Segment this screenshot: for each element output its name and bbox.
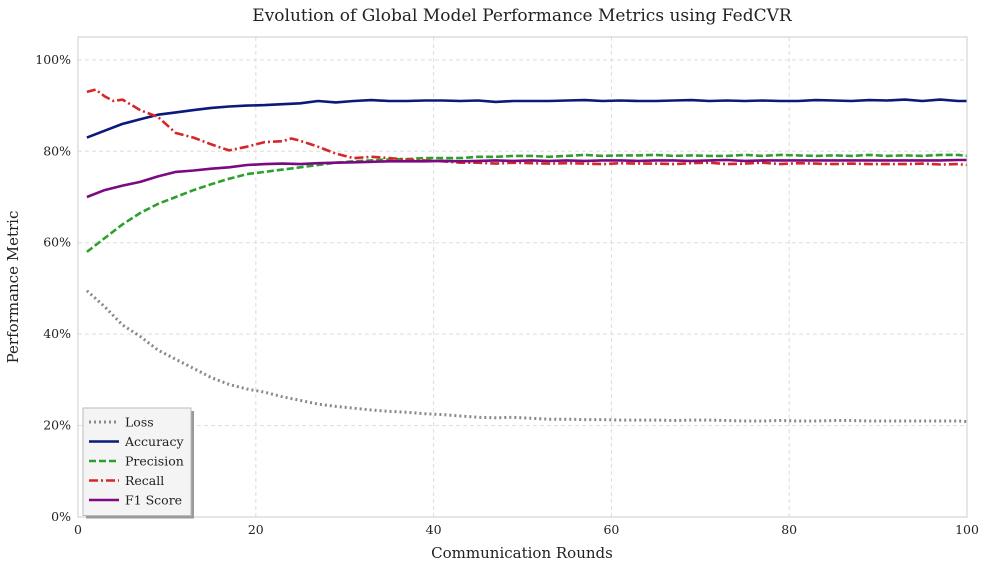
series-line-accuracy <box>86 98 967 139</box>
y-tick-label: 80% <box>43 143 71 158</box>
y-tick-label: 100% <box>35 52 71 67</box>
x-axis-title: Communication Rounds <box>431 544 613 562</box>
x-tick-label: 100 <box>955 522 979 537</box>
y-tick-label: 60% <box>43 235 71 250</box>
series-line-loss <box>85 289 968 423</box>
series-line-f1-score <box>86 158 967 199</box>
legend: Loss Accuracy Precision Recall F1 Score <box>82 407 194 519</box>
x-tick-label: 60 <box>603 522 619 537</box>
x-tick-label: 80 <box>781 522 797 537</box>
legend-label: Recall <box>125 473 164 488</box>
y-tick-label: 20% <box>43 418 71 433</box>
series-line-recall <box>86 88 968 167</box>
x-tick-label: 40 <box>426 522 442 537</box>
plot-frame <box>77 36 968 518</box>
chart-title: Evolution of Global Model Performance Me… <box>252 6 793 26</box>
series-group <box>85 88 968 423</box>
x-tick-label: 20 <box>248 522 264 537</box>
legend-label: Precision <box>125 454 184 469</box>
legend-label: F1 Score <box>125 493 182 508</box>
y-tick-label: 0% <box>51 509 71 524</box>
y-axis-title: Performance Metric <box>4 211 22 364</box>
legend-label: Loss <box>125 415 154 430</box>
x-tick-label: 0 <box>74 522 82 537</box>
tick-labels: 0 20 40 60 80 100 0% 20% 40% 60% 80% 100% <box>35 52 979 537</box>
y-tick-label: 40% <box>43 326 71 341</box>
series-line-precision <box>86 153 968 253</box>
legend-label: Accuracy <box>124 434 185 449</box>
legend-box <box>82 407 192 516</box>
